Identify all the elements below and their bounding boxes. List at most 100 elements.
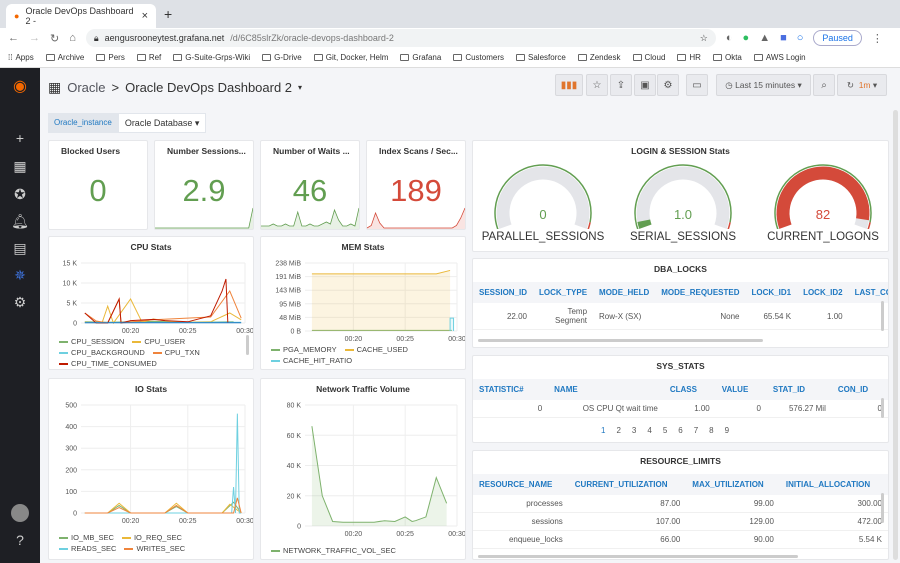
legend-scrollbar[interactable] (246, 335, 249, 355)
legend-item[interactable]: IO_MB_SEC (59, 533, 114, 542)
column-header[interactable]: LAST_CO (848, 282, 888, 303)
bookmark-item[interactable]: G-Drive (262, 53, 302, 62)
home-icon[interactable]: ⌂ (69, 32, 76, 44)
dashboards-icon[interactable]: ▦ (13, 158, 27, 174)
refresh-interval[interactable]: 1m (858, 80, 871, 90)
bookmark-item[interactable]: HR (677, 53, 701, 62)
column-header[interactable]: VALUE (715, 379, 767, 400)
column-header[interactable]: STAT_ID (766, 379, 832, 400)
legend-item[interactable]: WRITES_SEC (124, 544, 185, 553)
column-header[interactable]: SESSION_ID (473, 282, 534, 303)
pagination-page[interactable]: 8 (709, 426, 714, 435)
vertical-scrollbar[interactable] (881, 398, 884, 418)
extension-icon[interactable]: ▲ (759, 32, 771, 44)
alerting-bell-icon[interactable]: 🔔︎ (11, 213, 29, 229)
menu-icon[interactable]: ⋮ (871, 32, 883, 45)
share-button[interactable]: ⇪ (610, 74, 632, 96)
breadcrumb-folder[interactable]: Oracle (67, 79, 106, 95)
pagination-page[interactable]: 7 (693, 426, 699, 435)
page-scrollbar[interactable] (893, 110, 898, 560)
legend-item[interactable]: IO_REQ_SEC (121, 533, 182, 542)
legend-item[interactable]: CPU_SESSION (59, 337, 124, 346)
column-header[interactable]: MODE_HELD (593, 282, 656, 303)
bookmark-item[interactable]: Archive (45, 53, 84, 62)
pagination-page[interactable]: 4 (647, 426, 652, 435)
profile-button[interactable]: Paused (813, 30, 862, 46)
add-panel-button[interactable]: ▮▮▮ (555, 74, 583, 96)
column-header[interactable]: CON_ID (831, 379, 888, 400)
pagination-page[interactable]: 1 (601, 426, 606, 435)
legend-item[interactable]: CACHE_USED (344, 345, 408, 354)
column-header[interactable]: LOCK_ID2 (797, 282, 849, 303)
browser-tab[interactable]: ● Oracle DevOps Dashboard 2 - × (6, 4, 156, 28)
tv-mode-button[interactable]: ▭ (686, 74, 708, 96)
extension-icon[interactable]: ■ (780, 32, 787, 44)
column-header[interactable]: MAX_UTILIZATION (686, 474, 780, 495)
column-header[interactable]: RESOURCE_NAME (473, 474, 569, 495)
bookmark-item[interactable]: ⁞⁞ Apps (8, 53, 34, 62)
bookmark-item[interactable]: Pers (96, 53, 125, 62)
legend-item[interactable]: NETWORK_TRAFFIC_VOL_SEC (271, 546, 396, 555)
horizontal-scrollbar[interactable] (478, 555, 798, 558)
plus-icon[interactable]: + (15, 130, 25, 146)
bookmark-item[interactable]: G-Suite-Grps-Wiki (173, 53, 250, 62)
bookmark-item[interactable]: Grafana (400, 53, 441, 62)
column-header[interactable]: CLASS (663, 379, 716, 400)
kubernetes-icon[interactable]: ✵ (14, 267, 26, 283)
extension-icon[interactable]: ◐ (725, 32, 733, 44)
page-title[interactable]: Oracle DevOps Dashboard 2 (125, 79, 293, 95)
column-header[interactable]: STATISTIC# (473, 379, 549, 400)
column-header[interactable]: INITIAL_ALLOCATION (779, 474, 888, 495)
gear-icon[interactable]: ⚙ (13, 294, 27, 310)
save-button[interactable]: ▣ (634, 74, 656, 96)
column-header[interactable]: MODE_REQUESTED (655, 282, 746, 303)
star-button[interactable]: ☆ (586, 74, 608, 96)
column-header[interactable]: CURRENT_UTILIZATION (568, 474, 687, 495)
pagination-page[interactable]: 6 (678, 426, 683, 435)
column-header[interactable]: LOCK_TYPE (533, 282, 594, 303)
extension-icon[interactable]: ○ (796, 32, 804, 44)
bookmark-item[interactable]: Zendesk (577, 53, 621, 62)
legend-item[interactable]: PGA_MEMORY (271, 345, 337, 354)
legend-item[interactable]: READS_SEC (59, 544, 116, 553)
variable-select[interactable]: Oracle Database ▾ (117, 113, 207, 133)
back-icon[interactable]: ← (8, 32, 19, 44)
legend-item[interactable]: CPU_USER (132, 337, 185, 346)
reload-icon[interactable]: ↻ (50, 32, 60, 45)
bookmark-item[interactable]: Cloud (632, 53, 665, 62)
column-header[interactable]: NAME (548, 379, 664, 400)
refresh-button[interactable]: ↻ 1m ▾ (837, 74, 887, 96)
bookmark-item[interactable]: Salesforce (516, 53, 566, 62)
column-header[interactable]: LOCK_ID1 (745, 282, 798, 303)
horizontal-scrollbar[interactable] (478, 339, 763, 342)
bookmark-item[interactable]: Ref (136, 53, 161, 62)
vertical-scrollbar[interactable] (881, 493, 884, 523)
pagination-page[interactable]: 5 (662, 426, 668, 435)
legend-item[interactable]: CACHE_HIT_RATIO (271, 356, 352, 365)
avatar[interactable] (11, 504, 29, 522)
forward-icon[interactable]: → (29, 32, 40, 44)
legend-item[interactable]: CPU_BACKGROUND (59, 348, 145, 357)
help-icon[interactable]: ? (16, 532, 24, 548)
zoom-out-button[interactable]: ⌕ (813, 74, 835, 96)
vertical-scrollbar[interactable] (881, 301, 884, 331)
pagination-page[interactable]: 9 (724, 426, 730, 435)
explore-icon[interactable]: ✪ (14, 186, 26, 202)
settings-button[interactable]: ⚙ (657, 74, 679, 96)
bookmark-item[interactable]: Git, Docker, Helm (313, 53, 388, 62)
legend-item[interactable]: CPU_TXN (152, 348, 200, 357)
reports-icon[interactable]: ▤ (13, 240, 27, 256)
pagination-page[interactable]: 3 (631, 426, 637, 435)
bookmark-item[interactable]: Customers (453, 53, 504, 62)
grafana-logo-icon[interactable]: ◉ (13, 78, 27, 95)
time-range-picker[interactable]: ◷ Last 15 minutes ▾ (716, 74, 811, 96)
chevron-down-icon[interactable]: ▾ (298, 82, 303, 92)
url-input[interactable]: 🔒︎ aengusrooneytest.grafana.net/d/6C85slr… (85, 29, 716, 47)
evernote-icon[interactable]: ● (742, 32, 750, 44)
new-tab-button[interactable]: + (164, 6, 173, 22)
close-tab-icon[interactable]: × (141, 10, 148, 22)
pagination-page[interactable]: 2 (616, 426, 621, 435)
legend-item[interactable]: CPU_TIME_CONSUMED (59, 359, 157, 368)
bookmark-item[interactable]: Okta (712, 53, 742, 62)
bookmark-item[interactable]: AWS Login (753, 53, 806, 62)
